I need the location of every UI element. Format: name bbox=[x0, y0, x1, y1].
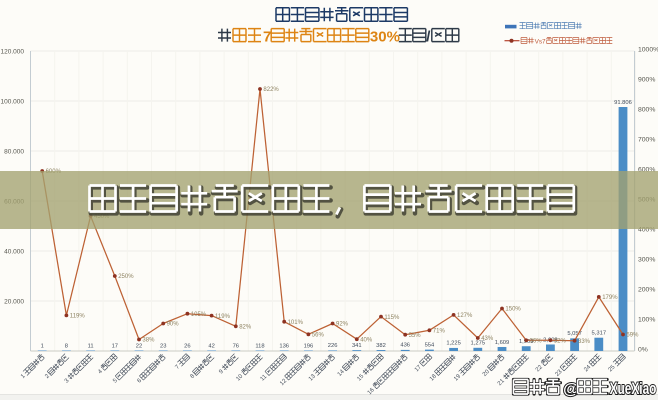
svg-text:300%: 300% bbox=[638, 257, 655, 264]
svg-text:14: 14 bbox=[337, 369, 346, 378]
svg-text:91.806: 91.806 bbox=[614, 100, 632, 106]
svg-text:127%: 127% bbox=[457, 313, 473, 319]
svg-text:20: 20 bbox=[482, 369, 491, 378]
svg-text:26: 26 bbox=[184, 343, 190, 349]
svg-text:32%: 32% bbox=[554, 339, 567, 345]
svg-text:9: 9 bbox=[218, 368, 225, 375]
svg-text:196: 196 bbox=[304, 343, 314, 349]
svg-text:21: 21 bbox=[497, 378, 506, 387]
svg-text:119%: 119% bbox=[215, 314, 231, 320]
svg-text:554: 554 bbox=[425, 342, 435, 348]
svg-text:59%: 59% bbox=[626, 333, 639, 339]
svg-text:90%: 90% bbox=[167, 322, 180, 328]
svg-text:25: 25 bbox=[608, 364, 617, 373]
svg-text:1: 1 bbox=[41, 343, 44, 349]
svg-text:42: 42 bbox=[208, 343, 214, 349]
svg-text:XueXiao: XueXiao bbox=[610, 380, 657, 398]
svg-text:10: 10 bbox=[235, 373, 244, 382]
svg-text:23: 23 bbox=[160, 343, 166, 349]
svg-text:200%: 200% bbox=[638, 287, 655, 294]
svg-text:19: 19 bbox=[453, 373, 462, 382]
svg-text:13: 13 bbox=[308, 373, 317, 382]
svg-text:118: 118 bbox=[255, 343, 264, 349]
svg-text:6: 6 bbox=[136, 378, 143, 385]
svg-text:/: / bbox=[426, 29, 431, 46]
svg-text:436: 436 bbox=[400, 343, 410, 349]
svg-text:30%: 30% bbox=[370, 29, 400, 46]
svg-text:Vs7: Vs7 bbox=[535, 38, 546, 45]
svg-text:100%: 100% bbox=[638, 317, 655, 324]
svg-text:1,225: 1,225 bbox=[446, 341, 461, 347]
svg-text:80.000: 80.000 bbox=[4, 148, 24, 155]
svg-text:800%: 800% bbox=[638, 107, 655, 114]
svg-text:119%: 119% bbox=[70, 314, 86, 320]
svg-text:150%: 150% bbox=[505, 307, 521, 313]
svg-text:36%: 36% bbox=[530, 339, 543, 345]
svg-text:5,317: 5,317 bbox=[592, 331, 607, 337]
svg-text:8: 8 bbox=[65, 343, 68, 349]
svg-text:101%: 101% bbox=[288, 320, 304, 326]
svg-text:38%: 38% bbox=[142, 338, 155, 344]
svg-text:43%: 43% bbox=[481, 336, 494, 342]
svg-text:700%: 700% bbox=[638, 137, 655, 144]
svg-text:115%: 115% bbox=[384, 315, 400, 321]
svg-text:1: 1 bbox=[20, 373, 27, 380]
svg-text:3: 3 bbox=[64, 378, 71, 385]
svg-text:7: 7 bbox=[174, 364, 181, 371]
svg-text:1000%: 1000% bbox=[638, 47, 658, 54]
svg-text:136: 136 bbox=[279, 343, 289, 349]
svg-text:226: 226 bbox=[328, 343, 338, 349]
svg-text:23: 23 bbox=[555, 369, 564, 378]
svg-text:179%: 179% bbox=[602, 295, 618, 301]
svg-text:8: 8 bbox=[189, 373, 196, 380]
svg-text:11: 11 bbox=[88, 343, 94, 349]
svg-text:105%: 105% bbox=[191, 312, 207, 318]
svg-text:382: 382 bbox=[376, 343, 386, 349]
svg-text:120.000: 120.000 bbox=[1, 48, 25, 55]
svg-text:17: 17 bbox=[112, 343, 118, 349]
svg-text:33%: 33% bbox=[578, 339, 591, 345]
svg-text:@: @ bbox=[563, 381, 579, 398]
svg-text:20.000: 20.000 bbox=[4, 298, 24, 305]
svg-text:5: 5 bbox=[112, 378, 119, 385]
svg-text:400%: 400% bbox=[638, 227, 655, 234]
svg-text:22: 22 bbox=[136, 343, 142, 349]
svg-text:40%: 40% bbox=[360, 337, 373, 343]
svg-text:12: 12 bbox=[279, 378, 288, 387]
svg-text:76: 76 bbox=[233, 343, 239, 349]
svg-text:900%: 900% bbox=[638, 77, 655, 84]
svg-text:22: 22 bbox=[535, 364, 544, 373]
svg-text:24: 24 bbox=[583, 364, 592, 373]
svg-text:71%: 71% bbox=[433, 329, 446, 335]
svg-text:92%: 92% bbox=[336, 322, 349, 328]
svg-text:822%: 822% bbox=[263, 87, 279, 93]
svg-text:0%: 0% bbox=[638, 347, 648, 354]
svg-text:16: 16 bbox=[367, 387, 376, 396]
svg-text:4: 4 bbox=[97, 368, 104, 375]
svg-text:15: 15 bbox=[356, 373, 365, 382]
svg-text:82%: 82% bbox=[239, 325, 252, 331]
svg-text:56%: 56% bbox=[312, 333, 325, 339]
svg-text:100.000: 100.000 bbox=[1, 98, 25, 105]
svg-text:11: 11 bbox=[260, 373, 269, 382]
svg-text:17: 17 bbox=[414, 364, 423, 373]
svg-text:55%: 55% bbox=[409, 333, 422, 339]
svg-text:341: 341 bbox=[352, 343, 362, 349]
svg-text:2: 2 bbox=[44, 373, 51, 380]
svg-text:7: 7 bbox=[263, 29, 271, 46]
svg-text:18: 18 bbox=[429, 373, 438, 382]
svg-text:1,609: 1,609 bbox=[495, 340, 510, 346]
svg-text:1,275: 1,275 bbox=[471, 341, 486, 347]
svg-text:5,057: 5,057 bbox=[567, 331, 582, 337]
svg-text:250%: 250% bbox=[118, 274, 134, 280]
svg-text:40.000: 40.000 bbox=[4, 248, 24, 255]
svg-text:600%: 600% bbox=[638, 167, 655, 174]
